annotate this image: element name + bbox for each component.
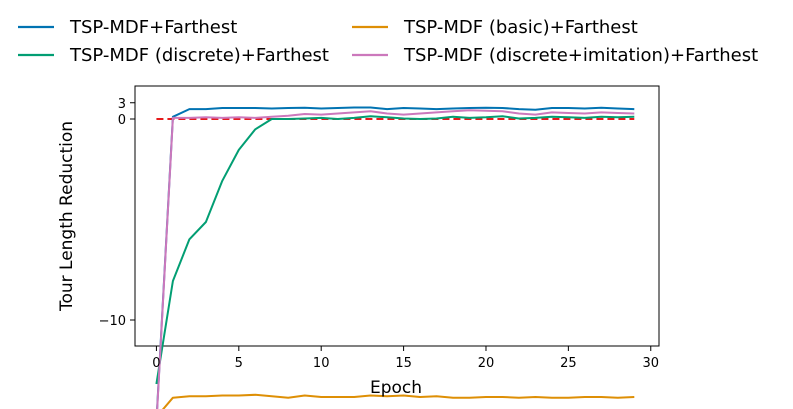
legend-label: TSP-MDF+Farthest (69, 17, 237, 38)
legend-item-1: TSP-MDF+Farthest (18, 17, 237, 38)
x-tick-label: 0 (152, 356, 160, 371)
x-axis-label: Epoch (370, 378, 422, 398)
x-tick-label: 20 (478, 356, 495, 371)
y-axis-label: Tour Length Reduction (57, 121, 77, 312)
plot-area (134, 85, 660, 409)
x-tick-label: 25 (560, 356, 577, 371)
legend: TSP-MDF+Farthest TSP-MDF (basic)+Farthest… (18, 17, 758, 66)
x-tick-label: 5 (235, 356, 243, 371)
series-line-1 (156, 106, 635, 409)
series-line-2 (161, 393, 635, 409)
legend-label: TSP-MDF (basic)+Farthest (403, 17, 638, 38)
y-tick-label: 0 (118, 113, 126, 128)
x-tick-label: 15 (395, 356, 412, 371)
x-tick-label: 10 (313, 356, 330, 371)
series-line-4 (156, 109, 635, 409)
y-tick-label: 3 (118, 97, 126, 112)
legend-label: TSP-MDF (discrete)+Farthest (69, 45, 329, 66)
legend-item-2: TSP-MDF (basic)+Farthest (352, 17, 638, 38)
series-line-3 (155, 115, 635, 385)
plot-frame (134, 85, 660, 347)
legend-item-4: TSP-MDF (discrete+imitation)+Farthest (352, 45, 758, 66)
legend-label: TSP-MDF (discrete+imitation)+Farthest (403, 45, 758, 66)
x-tick-label: 30 (642, 356, 659, 371)
y-tick-label: −10 (99, 314, 126, 329)
legend-item-3: TSP-MDF (discrete)+Farthest (18, 45, 329, 66)
